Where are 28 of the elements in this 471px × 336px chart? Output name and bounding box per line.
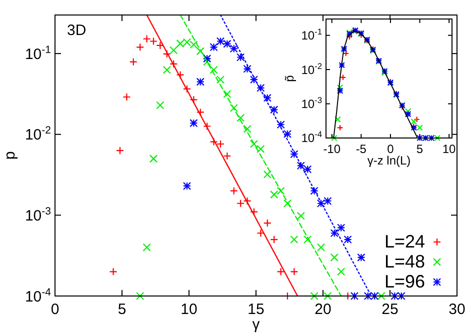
y-tick-label: 10$^{-3}$: [24, 205, 52, 224]
x-tick-label: 5: [416, 142, 424, 156]
x-axis-title: γ: [252, 316, 260, 333]
y-tick-label: 10$^{-2}$: [24, 124, 52, 144]
x-tick-label: 10: [180, 301, 198, 318]
y-tick-label: 10$^{-1}$: [24, 44, 52, 63]
x-tick-label: 25: [382, 301, 398, 318]
y-tick-label: 10$^{-2}$: [301, 60, 322, 77]
annotation: 3D: [67, 22, 86, 39]
y-tick-label: 10$^{-4}$: [24, 286, 52, 306]
x-tick-label: 15: [248, 301, 264, 318]
y-tick-label: 10$^{-4}$: [301, 129, 322, 146]
x-tick-label: 20: [314, 301, 332, 318]
x-axis-title: γ-z ln(L): [367, 153, 411, 168]
x-tick-label: 10: [442, 142, 456, 156]
y-tick-label: 10$^{-1}$: [301, 26, 322, 43]
legend-label: L=48: [384, 251, 425, 272]
legend-label: L=96: [384, 271, 425, 292]
x-tick-label: -5: [356, 142, 367, 156]
x-tick-label: 5: [118, 301, 126, 318]
x-tick-label: 0: [387, 142, 394, 156]
x-tick-label: -10: [323, 142, 341, 156]
legend-label: L=24: [384, 231, 425, 252]
y-axis-title: p: [2, 151, 18, 160]
y-axis-title: p̃: [282, 74, 297, 82]
x-tick-label: 0: [50, 301, 60, 318]
x-tick-label: 30: [448, 301, 466, 318]
y-tick-label: 10$^{-3}$: [301, 94, 322, 111]
